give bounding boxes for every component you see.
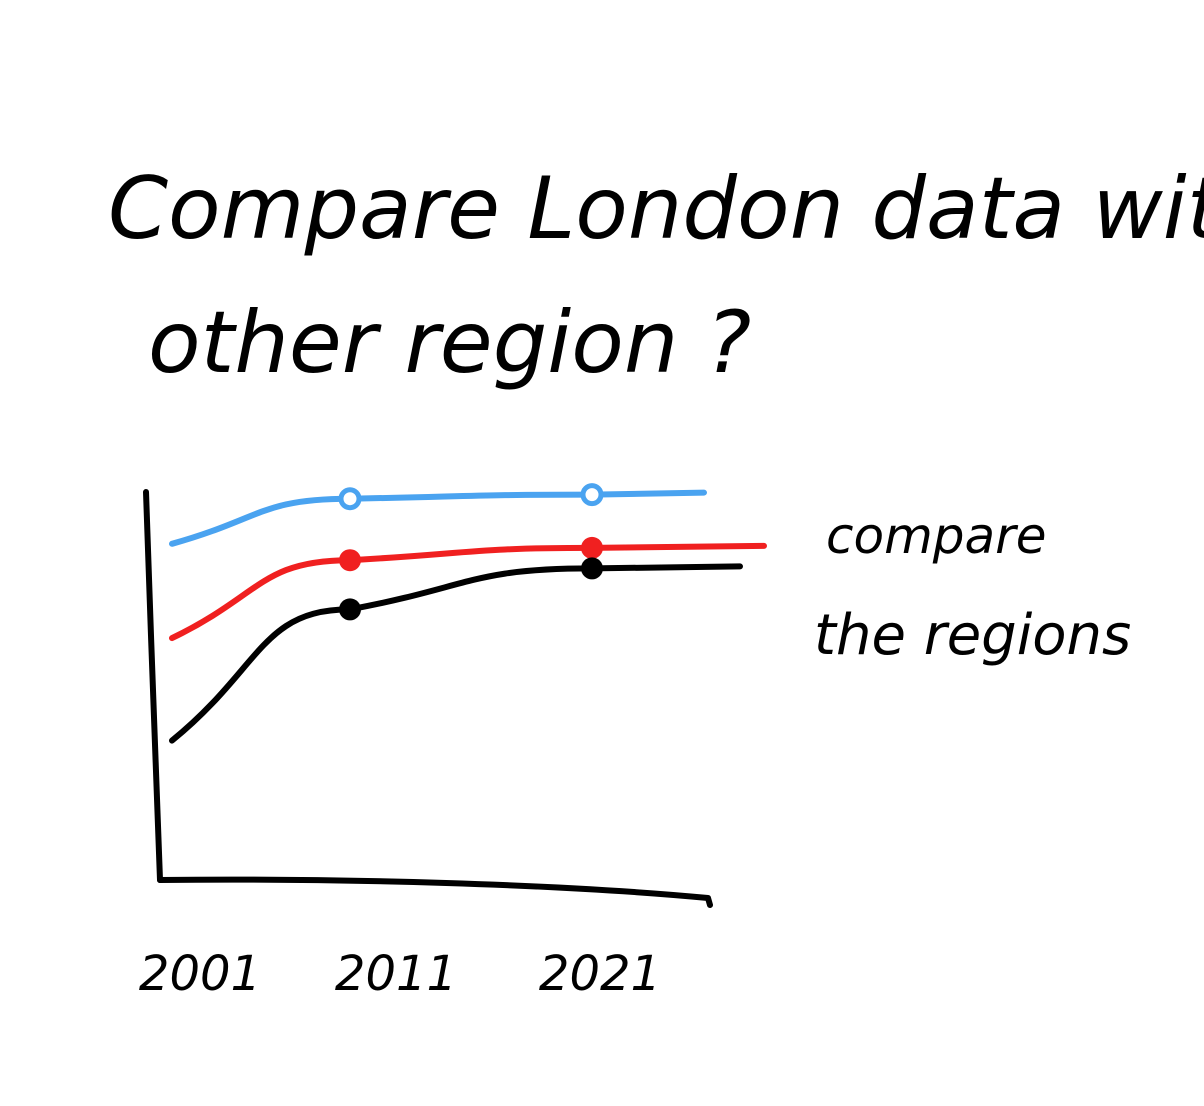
chart-title-line-2: other region ? (148, 293, 751, 393)
series-1-point-2 (338, 487, 362, 511)
series-1-point-3 (580, 483, 604, 507)
series-3-point-2 (339, 598, 361, 621)
series-2-line (169, 542, 767, 642)
annotation-line-1: compare (826, 507, 1046, 565)
series-3-line (169, 563, 743, 744)
annotation-line-2: the regions (814, 603, 1131, 668)
series-3-point-3 (581, 557, 603, 580)
x-tick-label-2011: 2011 (335, 946, 457, 1002)
x-tick-label-2001: 2001 (139, 946, 261, 1002)
series-2-point-3 (581, 536, 603, 559)
series-1-line (169, 489, 707, 547)
x-axis-line (157, 876, 713, 908)
series-layer (169, 483, 767, 744)
y-axis-line (143, 489, 163, 883)
x-tick-layer: 2001 2011 2021 (139, 946, 661, 1002)
chart-title-line-1: Compare London data with (108, 159, 1204, 259)
series-2-point-2 (339, 549, 361, 572)
x-tick-label-2021: 2021 (539, 946, 661, 1002)
